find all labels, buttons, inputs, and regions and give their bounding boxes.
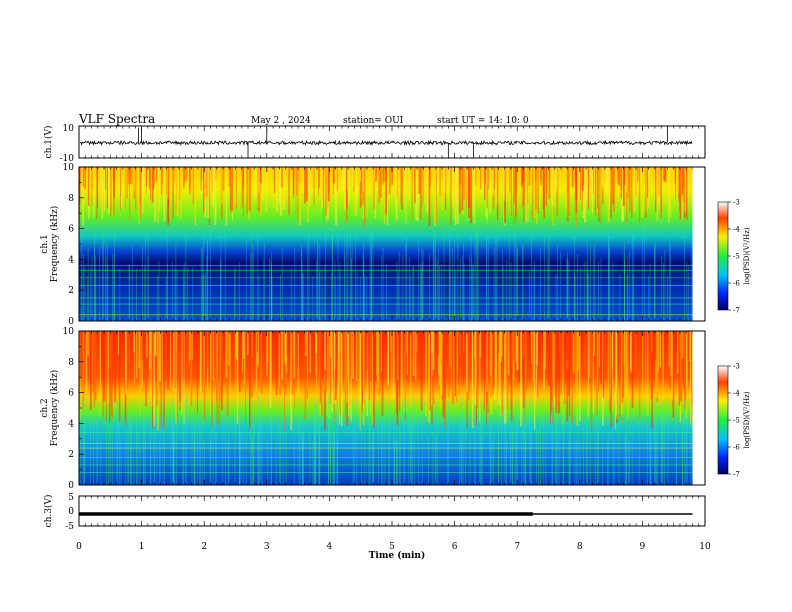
ch1-waveform-panel: 10 -10 ch.1(V) [43, 124, 706, 164]
time-tick-label: 2 [201, 542, 207, 552]
freq-tick-label: 4 [68, 255, 74, 265]
time-tick-label: 5 [389, 542, 395, 552]
colorbar-tick-label: -5 [733, 417, 740, 425]
ch2-spectrogram-ylabel-line2: Frequency (kHz) [49, 370, 60, 447]
ch1-spectrogram-texture [79, 167, 693, 321]
colorbar-tick-label: -3 [733, 199, 740, 207]
ch3-ytick-bottom: -5 [65, 522, 74, 532]
time-tick-label: 8 [577, 542, 583, 552]
freq-tick-label: 6 [68, 225, 74, 235]
spectrogram-no-data-region [692, 331, 705, 485]
ch1-colorbar [717, 201, 729, 311]
freq-tick-label: 8 [68, 194, 74, 204]
ch2-spectrogram-ylabel-line1: ch.2 [40, 398, 50, 417]
spectrogram-no-data-region [692, 167, 705, 321]
ch3-waveform-panel: 5 0 -5 ch.3(V) [43, 493, 706, 532]
time-tick-label: 4 [327, 542, 333, 552]
time-tick-label: 9 [640, 542, 646, 552]
ch3-ylabel: ch.3(V) [43, 495, 54, 528]
ch1-waveform-trace [79, 127, 693, 157]
time-axis-label: Time (min) [369, 550, 426, 561]
ch2-colorbar [717, 365, 729, 475]
time-tick-label: 0 [76, 542, 82, 552]
colorbar-tick-label: -4 [733, 390, 740, 398]
ch2-spectrogram-texture [79, 331, 693, 485]
freq-tick-label: 10 [63, 327, 75, 337]
header-date: May 2 , 2024 [251, 116, 311, 126]
freq-tick-label: 2 [68, 286, 74, 296]
ch1-ylabel: ch.1(V) [43, 126, 54, 159]
colorbar-tick-label: -6 [733, 280, 740, 288]
ch1-colorbar-label: log(PSD)(V²/Hz) [743, 227, 751, 284]
ch3-ytick-top: 5 [68, 493, 74, 503]
ch1-spectrogram-ylabel-line2: Frequency (kHz) [49, 206, 60, 283]
ch1-ytick-bottom: -10 [60, 154, 75, 164]
ch2-colorbar-ticks: -3 -4 -5 -6 -7 [728, 363, 740, 479]
colorbar-tick-label: -6 [733, 444, 740, 452]
ch1-spectrogram-ylabel-line1: ch.1 [40, 234, 50, 253]
time-tick-label: 1 [139, 542, 145, 552]
ch1-ytick-top: 10 [63, 124, 75, 134]
freq-tick-label: 0 [68, 317, 74, 327]
time-tick-label: 7 [514, 542, 520, 552]
colorbar-tick-label: -3 [733, 363, 740, 371]
freq-tick-label: 8 [68, 358, 74, 368]
figure-title: VLF Spectra [78, 112, 155, 126]
ch3-ytick-mid: 0 [68, 507, 74, 517]
freq-tick-label: 0 [68, 481, 74, 491]
colorbar-tick-label: -7 [733, 471, 740, 479]
time-tick-label: 6 [452, 542, 458, 552]
ch1-colorbar-ticks: -3 -4 -5 -6 -7 [728, 199, 740, 315]
freq-tick-label: 6 [68, 389, 74, 399]
time-axis-labels: 0 1 2 3 4 5 6 7 8 9 10 [76, 542, 711, 552]
ch2-spectrogram-background [79, 331, 693, 485]
time-tick-label: 10 [699, 542, 711, 552]
freq-tick-label: 4 [68, 419, 74, 429]
colorbar-tick-label: -5 [733, 253, 740, 261]
header-start-time: start UT = 14: 10: 0 [437, 116, 529, 126]
colorbar-tick-label: -4 [733, 226, 740, 234]
colorbar-tick-label: -7 [733, 307, 740, 315]
freq-tick-label: 2 [68, 450, 74, 460]
freq-tick-label: 10 [63, 163, 75, 173]
header-station: station= OUI [343, 116, 404, 126]
ch2-colorbar-label: log(PSD)(V²/Hz) [743, 391, 751, 448]
time-tick-label: 3 [264, 542, 270, 552]
